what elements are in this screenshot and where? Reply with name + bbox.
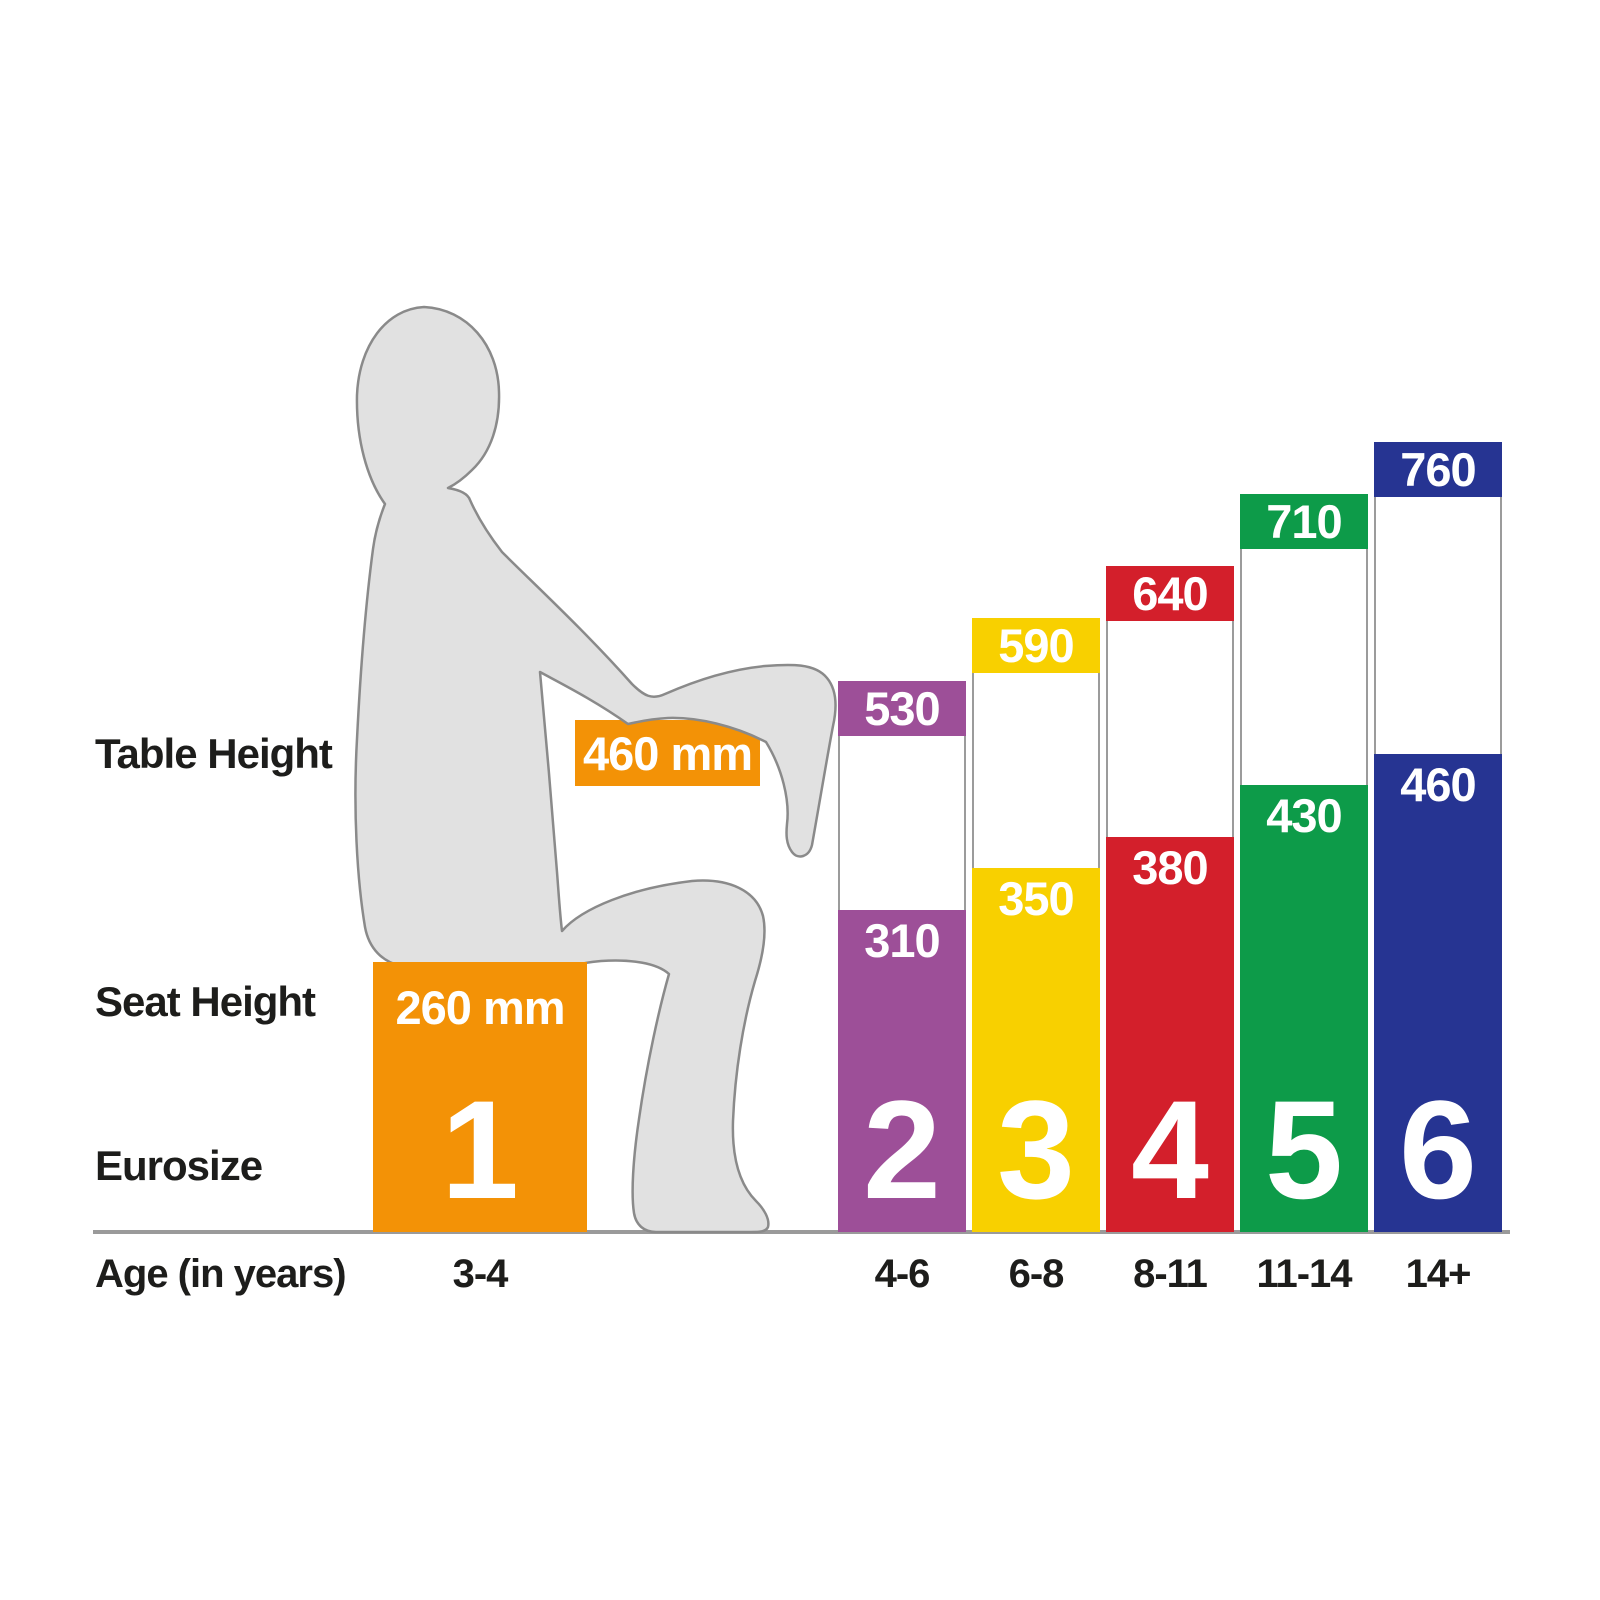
chart-column-size-3: 590 350 3: [972, 618, 1100, 1232]
age-label: Age (in years): [95, 1252, 347, 1296]
age-value-size-4: 8-11: [1133, 1252, 1208, 1296]
seat-height-bar: 380 4: [1106, 837, 1234, 1232]
table-height-cap: 530: [838, 681, 966, 736]
table-height-label: Table Height: [95, 730, 333, 777]
age-value-size-3: 6-8: [1008, 1252, 1065, 1296]
chart-column-size-2: 530 310 2: [838, 681, 966, 1232]
size1-seat-block: 260 mm 1: [373, 962, 587, 1232]
age-value-size-1: 3-4: [452, 1252, 509, 1296]
seat-height-value: 350: [998, 872, 1074, 925]
column-gap-spacer: [1106, 621, 1234, 837]
eurosize-number: 4: [1131, 1071, 1209, 1228]
seat-height-bar: 430 5: [1240, 785, 1368, 1232]
age-value-size-6: 14+: [1405, 1252, 1472, 1296]
chart-column-size-6: 760 460 6: [1374, 442, 1502, 1232]
table-height-cap: 590: [972, 618, 1100, 673]
seat-height-label: Seat Height: [95, 978, 316, 1025]
person-outline: [354, 305, 837, 1234]
column-gap-spacer: [1240, 549, 1368, 785]
chart-column-size-4: 640 380 4: [1106, 566, 1234, 1232]
size1-eurosize-number: 1: [441, 1071, 519, 1228]
table-height-cap: 640: [1106, 566, 1234, 621]
column-gap-spacer: [972, 673, 1100, 868]
seat-height-value: 310: [864, 914, 940, 967]
eurosize-number: 3: [997, 1071, 1075, 1228]
seat-height-value: 460: [1400, 758, 1476, 811]
eurosize-label: Eurosize: [95, 1142, 263, 1189]
column-gap-spacer: [838, 736, 966, 910]
table-height-cap: 710: [1240, 494, 1368, 549]
seat-height-bar: 460 6: [1374, 754, 1502, 1232]
size1-table-height-box: 460 mm: [575, 720, 760, 786]
column-gap-spacer: [1374, 497, 1502, 754]
table-height-cap: 760: [1374, 442, 1502, 497]
seat-height-value: 430: [1266, 789, 1342, 842]
size1-seat-height-value: 260 mm: [395, 981, 565, 1034]
eurosize-number: 6: [1399, 1071, 1477, 1228]
seat-height-bar: 350 3: [972, 868, 1100, 1232]
size1-table-height-value: 460 mm: [582, 726, 753, 780]
seat-height-bar: 310 2: [838, 910, 966, 1232]
eurosize-number: 5: [1265, 1071, 1343, 1228]
ground-line: [93, 1230, 1510, 1234]
chart-column-size-5: 710 430 5: [1240, 494, 1368, 1232]
seat-height-value: 380: [1132, 841, 1208, 894]
eurosize-number: 2: [863, 1071, 941, 1228]
age-value-size-2: 4-6: [874, 1252, 931, 1296]
age-value-size-5: 11-14: [1256, 1252, 1352, 1296]
